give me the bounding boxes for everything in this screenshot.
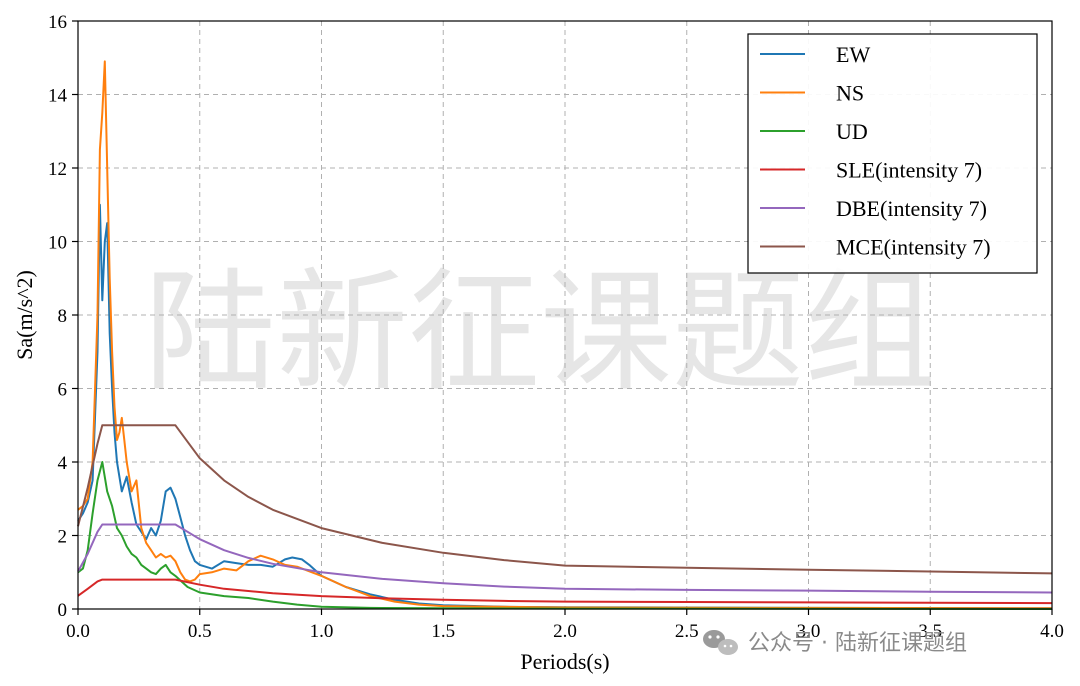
watermark-text: 陆新征课题组 — [144, 256, 936, 410]
y-tick-label: 16 — [48, 12, 67, 33]
legend-label: DBE(intensity 7) — [836, 196, 987, 221]
footer-text: 公众号 · 陆新征课题组 — [748, 631, 967, 656]
x-tick-label: 0.0 — [66, 621, 90, 642]
series-line-mce — [77, 424, 1053, 575]
legend-label: NS — [836, 81, 864, 106]
x-tick-label: 2.0 — [553, 621, 577, 642]
legend-label: SLE(intensity 7) — [836, 158, 982, 183]
x-tick-label: 4.0 — [1040, 621, 1064, 642]
y-tick-label: 12 — [48, 159, 67, 180]
x-tick-label: 0.5 — [188, 621, 212, 642]
series-lines — [77, 60, 1053, 610]
y-tick-label: 8 — [58, 306, 68, 327]
x-tick-label: 1.5 — [431, 621, 455, 642]
y-tick-label: 6 — [58, 380, 68, 401]
axis-ticks: 0.0 0.5 1.0 1.5 2.0 2.5 3.0 3.5 4.0 0 2 4 6 8 10 12 14 16 — [48, 12, 1064, 642]
footer-watermark: 公众号 · 陆新征课题组 — [703, 630, 967, 656]
legend-label: UD — [836, 119, 868, 144]
x-tick-label: 1.0 — [310, 621, 334, 642]
y-tick-label: 14 — [48, 86, 68, 107]
legend: EW NS UD SLE(intensity 7) DBE(intensity 7) MC… — [747, 33, 1038, 274]
legend-label: EW — [836, 42, 870, 67]
legend-box — [747, 33, 1038, 274]
y-tick-label: 2 — [58, 527, 68, 548]
y-tick-label: 10 — [48, 233, 67, 254]
series-line-ud — [77, 461, 1053, 610]
x-tick-label: 2.5 — [675, 621, 699, 642]
wechat-icon — [703, 630, 738, 655]
series-line-ns — [77, 60, 1053, 610]
x-tick-label: 3.0 — [797, 621, 821, 642]
x-axis-label: Periods(s) — [520, 649, 609, 674]
y-axis-label: Sa(m/s^2) — [12, 270, 37, 360]
series-line-dbe — [77, 523, 1053, 594]
legend-label: MCE(intensity 7) — [836, 235, 991, 260]
x-tick-label: 3.5 — [918, 621, 942, 642]
y-tick-label: 4 — [58, 453, 68, 474]
series-line-sle — [77, 578, 1053, 605]
y-tick-label: 0 — [58, 600, 68, 621]
